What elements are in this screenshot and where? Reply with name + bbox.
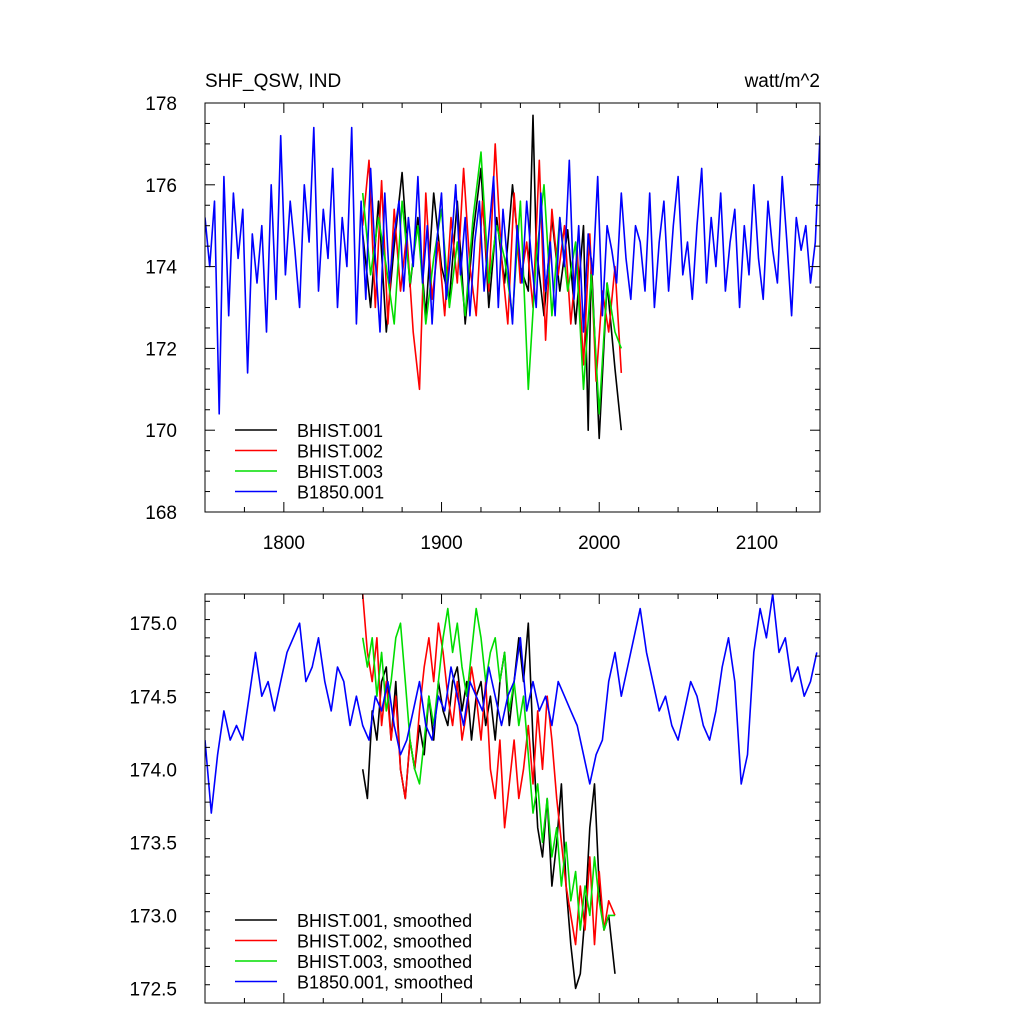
x-tick-label: 1900 xyxy=(420,533,462,554)
series-line-1-3 xyxy=(205,594,818,814)
y-tick-label: 174 xyxy=(145,258,177,279)
y-tick-label: 178 xyxy=(145,94,177,115)
y-tick-label: 172.5 xyxy=(129,979,177,1000)
legend-label: BHIST.001 xyxy=(297,421,383,441)
y-tick-label: 174.0 xyxy=(129,760,177,781)
y-tick-label: 168 xyxy=(145,503,177,524)
chart-title: SHF_QSW, IND xyxy=(205,71,341,92)
y-tick-label: 175.0 xyxy=(129,614,177,635)
series-line-1-1 xyxy=(361,594,616,946)
y-tick-label: 176 xyxy=(145,176,177,197)
legend-label: B1850.001, smoothed xyxy=(297,973,473,993)
legend-label: BHIST.003 xyxy=(297,462,383,482)
legend-label: BHIST.002 xyxy=(297,442,383,462)
legend-label: BHIST.001, smoothed xyxy=(297,911,472,931)
legend-label: BHIST.002, smoothed xyxy=(297,932,472,952)
x-tick-label: 2000 xyxy=(578,533,620,554)
x-tick-label: 2100 xyxy=(736,533,778,554)
x-tick-label: 1800 xyxy=(263,533,305,554)
y-tick-label: 173.0 xyxy=(129,906,177,927)
y-tick-label: 173.5 xyxy=(129,833,177,854)
y-tick-label: 170 xyxy=(145,421,177,442)
top-panel: 168 170 172 174 176 178 1800 1900 2000 2100 SHF_QS… xyxy=(145,71,821,554)
series-line-0-3 xyxy=(205,126,820,415)
units-label: watt/m^2 xyxy=(744,71,820,92)
legend-label: BHIST.003, smoothed xyxy=(297,952,472,972)
plot-frame xyxy=(204,593,821,1004)
y-tick-label: 174.5 xyxy=(129,687,177,708)
bottom-panel: 172.5 173.0 173.5 174.0 174.5 175.0 BHIST.001,… xyxy=(129,593,821,1004)
y-tick-label: 172 xyxy=(145,339,177,360)
legend-label: B1850.001 xyxy=(297,483,384,503)
